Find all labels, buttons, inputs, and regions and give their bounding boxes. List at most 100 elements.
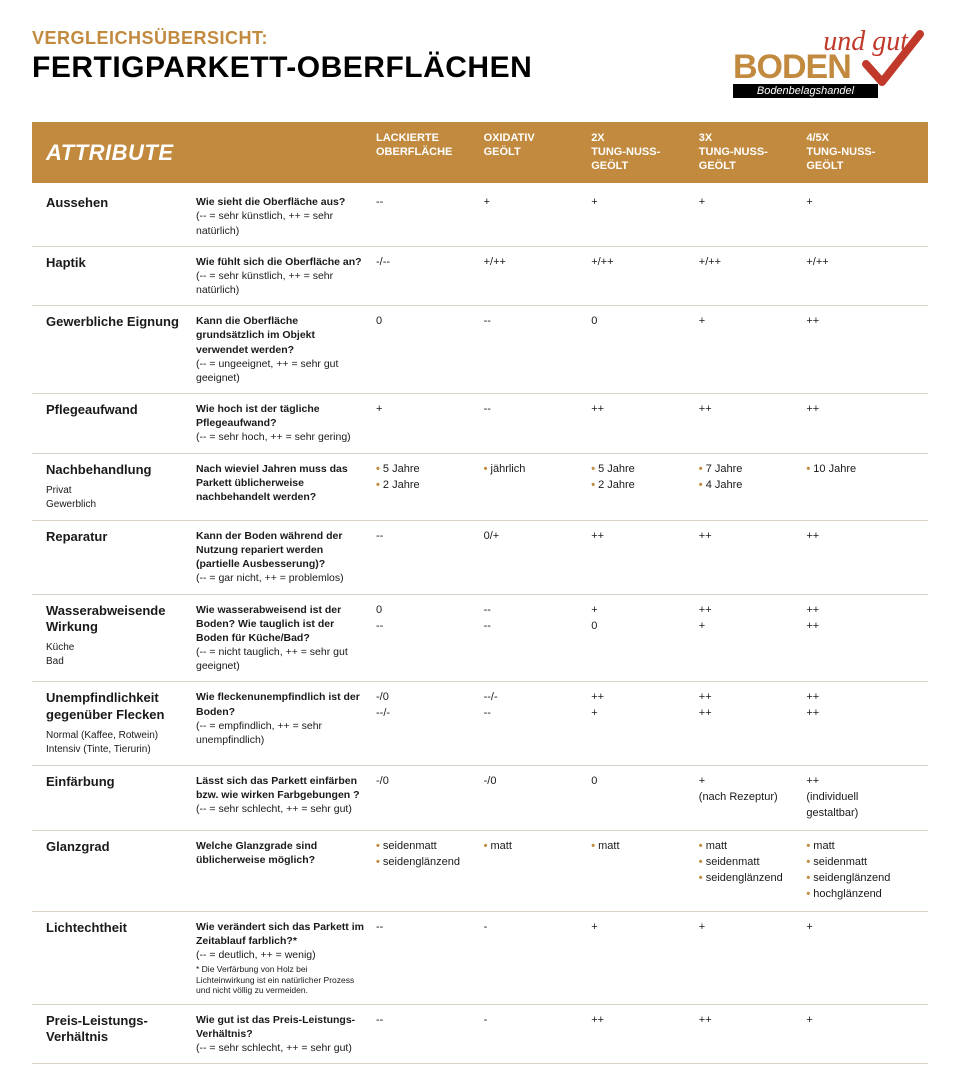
value-line: 0 [591,314,693,330]
value-cell: jährlich [484,462,592,512]
attr-name: Haptik [46,255,188,271]
value-cell: ++++ [806,603,914,674]
value-line: --/- [484,690,586,706]
page-subtitle: VERGLEICHSÜBERSICHT: [32,28,733,49]
value-line: + [591,195,693,211]
desc-cell: Wie sieht die Oberfläche aus?(-- = sehr … [196,195,376,238]
value-cell: +++ [699,603,807,674]
value-columns: -/0--/---/---+++++++++++ [376,690,914,757]
value-cell: + [806,195,914,238]
value-cell: ++ [806,402,914,445]
value-line: + [699,774,801,790]
table-row: AussehenWie sieht die Oberfläche aus?(--… [32,187,928,247]
value-line: ++ [806,619,908,635]
attr-name: Unempfindlichkeit gegenüber Flecken [46,690,188,723]
value-cell: + [806,1013,914,1056]
value-cell: matt [591,839,699,903]
value-cell: -- [484,314,592,385]
page-header: VERGLEICHSÜBERSICHT: FERTIGPARKETT-OBERF… [32,28,928,100]
value-cell: ++ [699,529,807,586]
attr-name: Nachbehandlung [46,462,188,478]
value-columns: --++++ [376,195,914,238]
desc-cell: Wie wasserabweisend ist der Boden? Wie t… [196,603,376,674]
table-row: HaptikWie fühlt sich die Oberfläche an?(… [32,247,928,307]
value-columns: 5 Jahre2 Jahrejährlich5 Jahre2 Jahre7 Ja… [376,462,914,512]
value-line: -- [484,314,586,330]
value-cell: ++ [591,1013,699,1056]
value-columns: ---+++++ [376,1013,914,1056]
attr-name: Einfärbung [46,774,188,790]
value-line: +/++ [591,255,693,271]
value-cell: 0 [376,314,484,385]
value-cell: -- [376,195,484,238]
value-line: - [484,1013,586,1029]
value-line: -/0 [376,690,478,706]
desc-cell: Wie fleckenunempfindlich ist der Boden?(… [196,690,376,757]
value-cell: mattseidenmattseidenglänzendhochglänzend [806,839,914,903]
value-cell: + [484,195,592,238]
value-cell: +0 [591,603,699,674]
value-cell: --/--- [484,690,592,757]
attr-cell: Lichtechtheit [46,920,196,996]
value-line: 2 Jahre [376,478,478,494]
value-line: seidenmatt [699,855,801,871]
value-line: -- [484,706,586,722]
value-cell: 7 Jahre4 Jahre [699,462,807,512]
value-line: + [806,195,908,211]
value-line: 10 Jahre [806,462,908,478]
page-title: FERTIGPARKETT-OBERFLÄCHEN [32,51,733,85]
value-line: ++ [699,1013,801,1029]
attr-cell: Nachbehandlung PrivatGewerblich [46,462,196,512]
desc-cell: Kann die Oberfläche grundsätzlich im Obj… [196,314,376,385]
value-cell: seidenmattseidenglänzend [376,839,484,903]
desc-cell: Nach wieviel Jahren muss das Parkett übl… [196,462,376,512]
value-line: jährlich [484,462,586,478]
value-cell: +/++ [591,255,699,298]
value-line: matt [806,839,908,855]
header-col-1: OXIDATIVGEÖLT [484,132,592,173]
attr-cell: Wasserabweisende WirkungKücheBad [46,603,196,674]
table-row: Gewerbliche EignungKann die Oberfläche g… [32,306,928,394]
value-line: -- [376,529,478,545]
table-row: GlanzgradWelche Glanzgrade sind üblicher… [32,831,928,912]
desc-cell: Wie hoch ist der tägliche Pflegeaufwand?… [196,402,376,445]
value-line: + [591,706,693,722]
value-cell: ++++ [806,690,914,757]
value-line: ++ [699,402,801,418]
value-line: (nach Rezeptur) [699,790,801,806]
value-line: --/- [376,706,478,722]
header-col-4: 4/5XTUNG-NUSS-GEÖLT [806,132,914,173]
attr-cell: Einfärbung [46,774,196,822]
value-line: ++ [591,402,693,418]
attr-cell: Haptik [46,255,196,298]
value-cell: +++ [591,690,699,757]
value-line: - [484,920,586,936]
value-line: ++ [591,529,693,545]
brand-logo: und gut BODEN Bodenbelagshandel [733,28,928,100]
value-cell: ---- [484,603,592,674]
value-cell: 0-- [376,603,484,674]
value-line: -/0 [376,774,478,790]
value-columns: ---+++ [376,920,914,996]
desc-cell: Wie verändert sich das Parkett im Zeitab… [196,920,376,996]
value-cell: ++(individuell gestaltbar) [806,774,914,822]
value-line: 5 Jahre [591,462,693,478]
desc-cell: Wie gut ist das Preis-Leistungs-Verhältn… [196,1013,376,1056]
logo-word: BODEN [733,48,851,87]
attr-cell: Unempfindlichkeit gegenüber Flecken Norma… [46,690,196,757]
value-line: ++ [591,1013,693,1029]
desc-cell: Welche Glanzgrade sind üblicherweise mög… [196,839,376,903]
header-columns: LACKIERTEOBERFLÄCHEOXIDATIVGEÖLT2XTUNG-N… [376,132,914,173]
attr-name: Pflegeaufwand [46,402,188,418]
value-cell: + [806,920,914,996]
value-line: + [591,920,693,936]
value-line: ++ [699,706,801,722]
attr-sublabels: Normal (Kaffee, Rotwein)Intensiv (Tinte,… [46,729,188,757]
value-cell: - [484,1013,592,1056]
value-line: + [699,920,801,936]
attr-sublabels: PrivatGewerblich [46,484,188,512]
value-cell: -- [484,402,592,445]
table-header-bar: ATTRIBUTE LACKIERTEOBERFLÄCHEOXIDATIVGEÖ… [32,122,928,183]
value-line: ++ [806,529,908,545]
value-line: ++ [699,690,801,706]
